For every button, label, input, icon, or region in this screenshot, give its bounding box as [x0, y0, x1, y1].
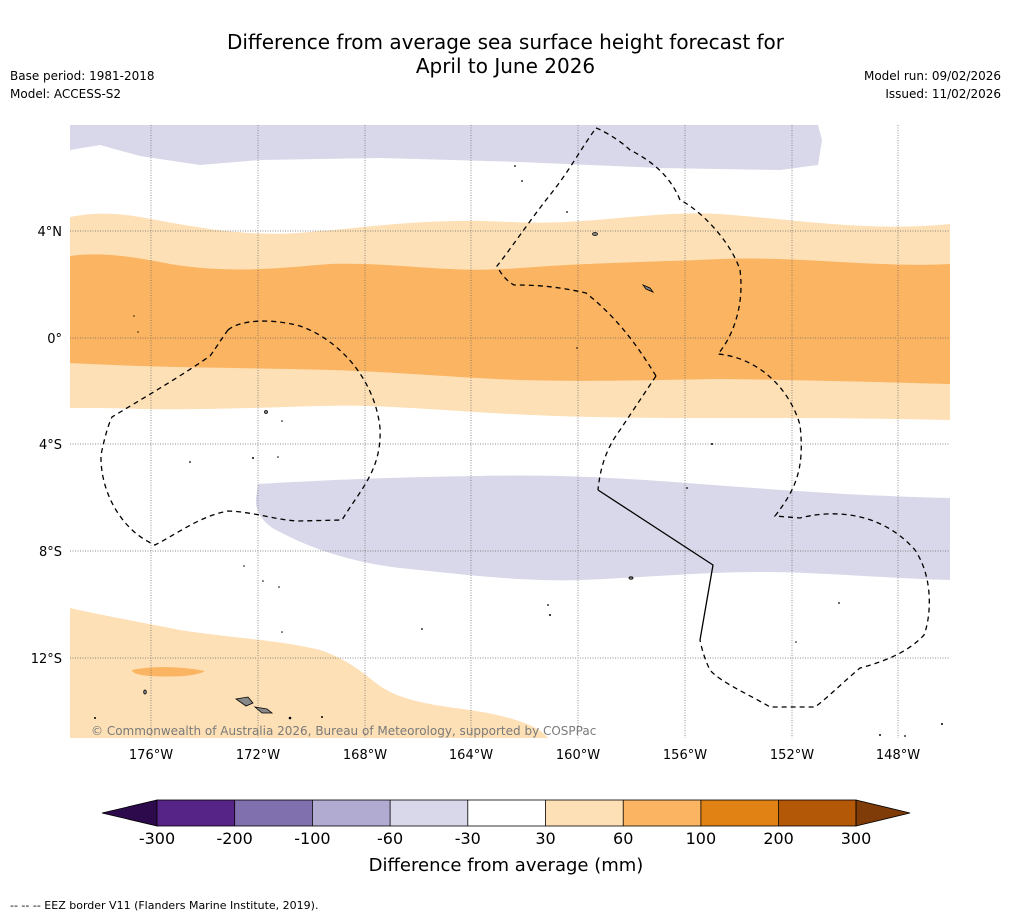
footnote-eez: -- -- -- EEZ border V11 (Flanders Marine…	[10, 899, 319, 912]
colorbar-tick: 300	[841, 829, 872, 848]
anomaly-patch-orange-southwest	[132, 667, 205, 677]
eez-border-central	[496, 127, 930, 708]
meta-right: Model run: 09/02/2026 Issued: 11/02/2026	[864, 67, 1001, 103]
model-text: Model: ACCESS-S2	[10, 87, 122, 101]
lon-label: 148°W	[876, 748, 920, 763]
island-savaii	[234, 696, 254, 707]
colorbar-bin-9	[778, 800, 856, 826]
lon-label: 164°W	[449, 748, 493, 763]
lat-label: 8°S	[39, 545, 62, 560]
anomaly-band-orange-equator	[70, 254, 950, 384]
colorbar-bin-8	[700, 800, 779, 826]
anomaly-region-southwest-positive	[70, 608, 548, 738]
colorbar-bin-2	[234, 800, 313, 826]
title-line-2: April to June 2026	[415, 54, 596, 78]
base-period-text: Base period: 1981-2018	[10, 69, 155, 83]
graticule	[70, 125, 950, 738]
anomaly-band-north-negative	[70, 125, 822, 170]
lon-axis: 176°W 172°W 168°W 164°W 160°W 156°W 152°…	[129, 748, 920, 763]
eez-borders	[100, 127, 930, 708]
colorbar-tick: -100	[294, 829, 330, 848]
colorbar-extend-min	[101, 799, 158, 827]
colorbar-bin-3	[312, 800, 391, 826]
eez-border-west	[100, 320, 381, 546]
lat-label: 0°	[47, 332, 62, 347]
colorbar-tick: 100	[686, 829, 717, 848]
colorbar-tick: 30	[535, 829, 555, 848]
issued-text: Issued: 11/02/2026	[885, 87, 1001, 101]
colorbar-tick: 60	[613, 829, 633, 848]
map-title: Difference from average sea surface heig…	[0, 30, 1011, 78]
lat-label: 4°N	[38, 225, 63, 240]
colorbar-bin-7	[623, 800, 701, 826]
island-upolu	[253, 706, 274, 714]
lat-label: 4°S	[39, 438, 62, 453]
lon-label: 160°W	[556, 748, 600, 763]
copyright-text: © Commonwealth of Australia 2026, Bureau…	[91, 724, 596, 738]
anomaly-band-south-negative	[255, 475, 950, 581]
lon-label: 168°W	[343, 748, 387, 763]
island-atoll-3	[264, 410, 268, 414]
colorbar-bin-5	[467, 800, 546, 826]
colorbar-tick: -200	[217, 829, 253, 848]
colorbar-tick: -300	[139, 829, 175, 848]
colorbar-bin-4	[390, 800, 468, 826]
islands	[143, 232, 655, 714]
colorbar-tick: 200	[763, 829, 794, 848]
island-atoll-4	[628, 576, 634, 580]
lat-label: 12°S	[31, 652, 62, 667]
colorbar-ticks: -300 -200 -100 -60 -30 30 60 100 200 300	[139, 829, 871, 848]
lon-label: 176°W	[129, 748, 173, 763]
lon-label: 172°W	[236, 748, 280, 763]
colorbar-extend-max	[855, 799, 911, 827]
lon-label: 156°W	[663, 748, 707, 763]
island-atoll-5	[143, 689, 147, 695]
colorbar-tick: -60	[377, 829, 403, 848]
lat-axis: 4°N 0° 4°S 8°S 12°S	[31, 225, 62, 667]
colorbar-tick: -30	[455, 829, 481, 848]
meta-left: Base period: 1981-2018 Model: ACCESS-S2	[10, 67, 155, 103]
colorbar-bin-6	[545, 800, 624, 826]
island-atoll-2	[641, 284, 655, 293]
colorbar-bin-1	[157, 800, 235, 826]
boundary-line-solid	[597, 489, 714, 641]
colorbar: -300 -200 -100 -60 -30 30 60 100 200 300…	[101, 799, 911, 876]
island-atoll-1	[592, 232, 598, 236]
lon-label: 152°W	[770, 748, 814, 763]
title-line-1: Difference from average sea surface heig…	[226, 30, 785, 54]
colorbar-label: Difference from average (mm)	[369, 855, 644, 876]
islets	[94, 165, 943, 737]
map-panel: © Commonwealth of Australia 2026, Bureau…	[70, 125, 950, 738]
model-run-text: Model run: 09/02/2026	[863, 69, 1001, 83]
